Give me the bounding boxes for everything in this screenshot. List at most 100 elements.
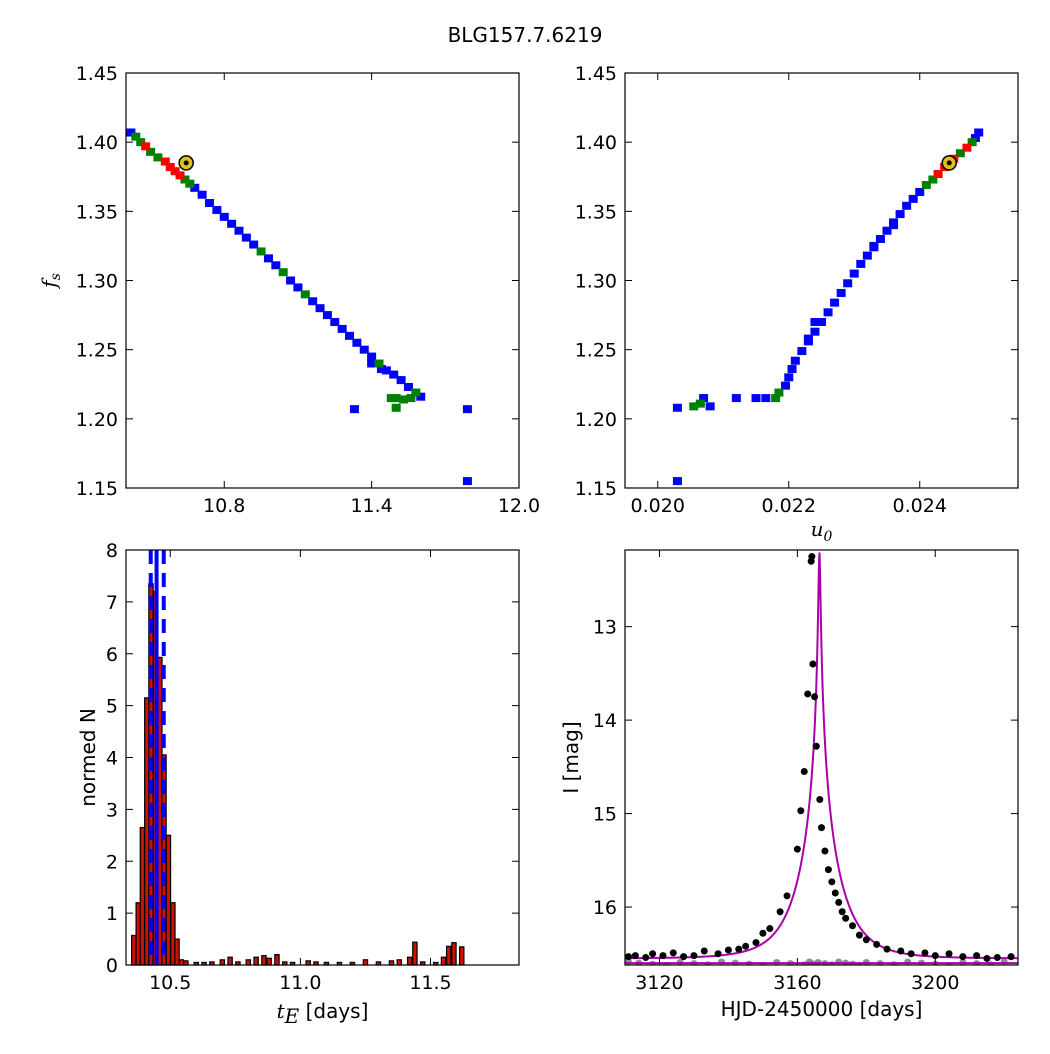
histogram-bar xyxy=(139,826,146,966)
grid-point xyxy=(263,254,273,263)
y-tick-label: 1.15 xyxy=(76,478,118,500)
y-tick-label: 7 xyxy=(106,592,118,614)
grid-point xyxy=(352,338,362,347)
grid-point xyxy=(212,205,222,214)
data-point xyxy=(776,908,784,916)
grid-point xyxy=(672,403,682,412)
x-axis-label-sub: 0 xyxy=(823,529,832,545)
grid-point xyxy=(928,175,938,184)
data-point xyxy=(816,796,824,804)
histogram-bar xyxy=(261,955,267,966)
grid-point xyxy=(970,134,980,143)
data-point xyxy=(824,866,832,874)
y-tick-label: 1.45 xyxy=(76,63,118,85)
y-tick-label: 1 xyxy=(106,903,118,925)
grid-point xyxy=(790,356,800,365)
x-tick-label: 0.020 xyxy=(631,495,685,517)
data-point xyxy=(804,690,812,698)
grid-point xyxy=(797,347,807,356)
grid-point xyxy=(386,394,396,403)
y-tick-label: 1.40 xyxy=(76,132,118,154)
y-tick-label: 13 xyxy=(593,617,617,639)
y-tick-label: 6 xyxy=(106,644,118,666)
x-tick-label: 11.0 xyxy=(279,972,321,994)
data-point xyxy=(793,845,801,853)
y-tick-label: 1.35 xyxy=(76,201,118,223)
grid-point xyxy=(962,143,972,152)
grid-point xyxy=(359,345,369,354)
x-axis-label-main: t xyxy=(277,999,286,1023)
data-point xyxy=(862,936,870,944)
grid-point xyxy=(974,128,984,137)
grid-point xyxy=(810,318,820,326)
grid-point xyxy=(869,241,879,250)
grid-point xyxy=(322,311,332,320)
x-axis-label-main: u xyxy=(811,517,824,541)
histogram-bar xyxy=(445,945,452,966)
histogram-bar xyxy=(396,959,403,966)
model-curve xyxy=(625,552,1018,960)
y-tick-label: 15 xyxy=(593,804,617,826)
data-point xyxy=(873,940,881,948)
histogram-bar xyxy=(305,960,311,966)
histogram-bar xyxy=(440,956,447,966)
y-axis-label-sub: s xyxy=(48,273,64,280)
grid-point xyxy=(915,187,925,196)
grid-point xyxy=(731,394,741,403)
grid-point xyxy=(300,290,310,299)
x-tick-label: 0.024 xyxy=(893,495,947,517)
data-point xyxy=(842,914,850,922)
grid-point xyxy=(146,147,156,156)
x-tick-label: 0.022 xyxy=(762,495,816,517)
grid-point xyxy=(823,308,833,317)
data-point xyxy=(855,931,863,939)
x-tick-label: 3200 xyxy=(911,972,959,994)
plot-area xyxy=(625,552,1018,965)
grid-point xyxy=(190,183,200,192)
grid-point xyxy=(830,298,840,307)
y-tick-label: 1.45 xyxy=(575,63,617,85)
grid-point xyxy=(895,210,905,219)
grid-point xyxy=(803,334,813,343)
grid-point xyxy=(249,240,259,249)
histogram-bar xyxy=(178,959,185,966)
data-point xyxy=(752,939,760,947)
data-point xyxy=(649,950,657,958)
grid-point xyxy=(381,366,391,375)
grid-point xyxy=(967,138,977,147)
data-point xyxy=(625,953,632,961)
grid-point xyxy=(349,405,359,414)
data-point xyxy=(921,949,929,957)
data-point xyxy=(907,950,915,958)
grid-point xyxy=(462,477,472,486)
histogram-bar xyxy=(183,960,189,966)
data-point xyxy=(659,952,667,960)
grid-point xyxy=(787,365,797,374)
data-point xyxy=(831,889,839,897)
grid-point xyxy=(330,318,340,326)
grid-point xyxy=(185,179,195,188)
grid-point xyxy=(205,199,215,208)
data-point xyxy=(690,952,698,960)
y-tick-label: 1.30 xyxy=(76,271,118,293)
grid-point xyxy=(836,288,846,297)
data-point xyxy=(959,953,967,961)
grid-point xyxy=(367,359,377,368)
histogram-bar xyxy=(219,959,226,966)
histogram-bar xyxy=(362,959,369,966)
y-tick-label: 2 xyxy=(106,851,118,873)
data-point xyxy=(631,952,639,960)
grid-point xyxy=(227,219,237,228)
y-tick-label: 4 xyxy=(106,748,118,770)
data-point xyxy=(931,952,939,960)
grid-point xyxy=(278,268,288,277)
grid-point xyxy=(780,381,790,390)
grid-point xyxy=(902,201,912,210)
grid-point xyxy=(160,157,170,166)
x-tick-label: 10.5 xyxy=(149,972,191,994)
grid-point xyxy=(817,318,826,326)
x-tick-label: 11.5 xyxy=(409,972,451,994)
y-tick-label: 1.40 xyxy=(575,132,617,154)
panel-bl: 10.5 11.0 11.5 0 1 2 3 4 5 6 7 8 tE [days] normed N xyxy=(76,540,520,1028)
grid-point xyxy=(672,477,682,486)
